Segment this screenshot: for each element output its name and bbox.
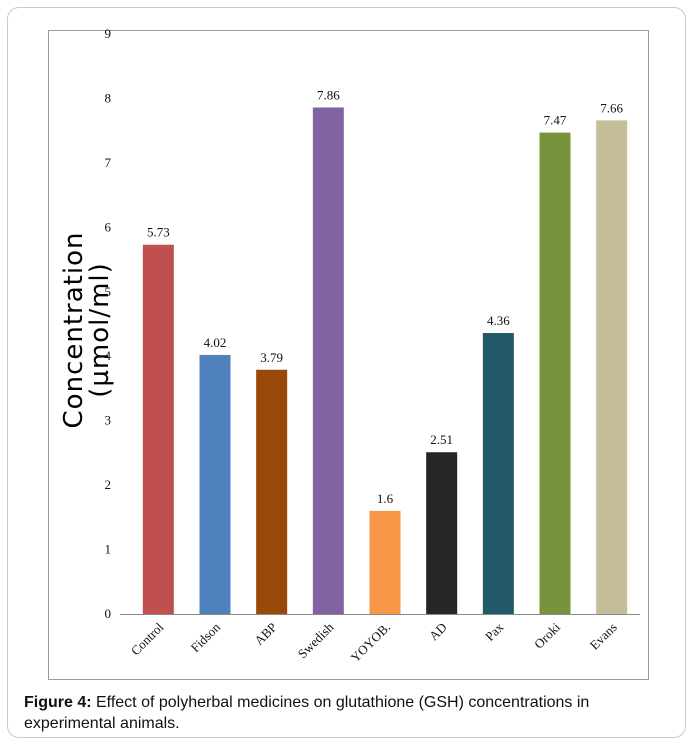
- bar-fidson: [199, 354, 231, 614]
- data-label: 4.02: [204, 335, 227, 350]
- y-tick-label: 4: [105, 348, 112, 363]
- y-tick-label: 7: [105, 155, 112, 170]
- bar-pax: [482, 333, 514, 614]
- x-tick-label: Pax: [482, 619, 507, 644]
- y-tick-label: 6: [105, 219, 112, 234]
- figure-frame: [7, 7, 686, 738]
- bar-chart: Concentration (µmol/ml) 0 1 2 3 4 5 6 7 8 9 5.73 4…: [59, 26, 640, 666]
- x-tick-label: AD: [426, 620, 450, 644]
- caption-text: Effect of polyherbal medicines on glutat…: [24, 694, 590, 732]
- data-label: 1.6: [377, 491, 394, 506]
- bar-yoyob: [369, 510, 401, 614]
- x-tick-label: YOYOB.: [348, 620, 394, 666]
- y-tick-label: 3: [105, 413, 112, 428]
- plot-area-frame: [48, 30, 649, 680]
- data-label: 5.73: [147, 225, 170, 240]
- y-tick-label: 0: [105, 606, 112, 621]
- data-label: 7.47: [544, 113, 567, 128]
- y-tick-label: 5: [105, 284, 112, 299]
- x-tick-label: Fidson: [187, 619, 223, 655]
- bar-oroki: [539, 132, 571, 614]
- bar-abp: [256, 369, 288, 614]
- y-tick-label: 8: [105, 90, 112, 105]
- data-label: 2.51: [430, 432, 453, 447]
- y-tick-label: 2: [105, 477, 112, 492]
- x-tick-label: Swedish: [295, 619, 337, 661]
- data-label: 7.66: [600, 100, 623, 115]
- bar-control: [142, 244, 174, 614]
- data-label: 3.79: [260, 350, 283, 365]
- bar-swedish: [312, 107, 344, 614]
- y-axis-title: Concentration (µmol/ml): [59, 232, 115, 429]
- data-label: 4.36: [487, 313, 510, 328]
- y-tick-label: 1: [105, 542, 112, 557]
- data-label: 7.86: [317, 87, 340, 102]
- y-axis-title-line2: (µmol/ml): [85, 262, 115, 398]
- y-axis-title-line1: Concentration: [59, 232, 89, 429]
- caption-label: Figure 4:: [24, 694, 92, 711]
- x-tick-label: Oroki: [531, 619, 563, 651]
- x-tick-label: Evans: [587, 620, 620, 653]
- x-tick-label: ABP: [251, 620, 279, 648]
- figure-caption: Figure 4: Effect of polyherbal medicines…: [24, 692, 674, 734]
- bar-evans: [596, 120, 628, 614]
- bar-ad: [426, 452, 458, 614]
- x-tick-label: Control: [128, 619, 167, 658]
- y-tick-label: 9: [105, 26, 112, 41]
